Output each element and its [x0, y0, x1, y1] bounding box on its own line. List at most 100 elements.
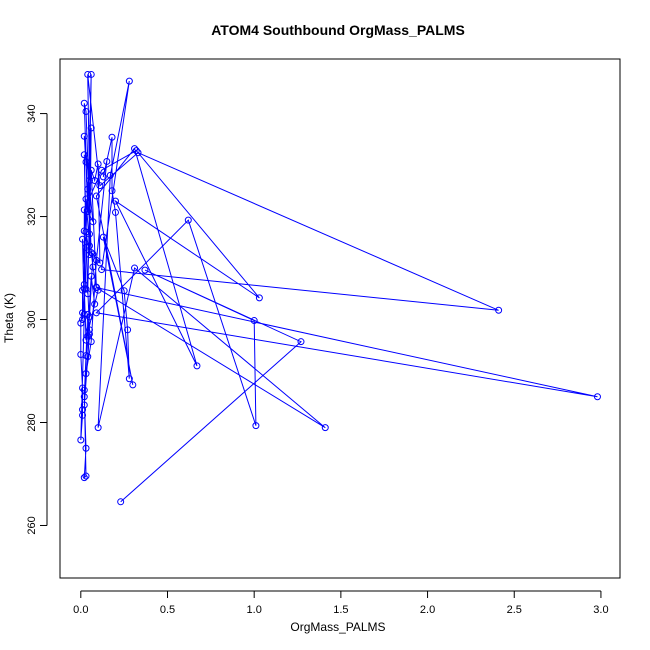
data-point — [89, 263, 97, 271]
data-point — [84, 70, 92, 78]
data-point — [297, 338, 305, 346]
data-point — [82, 370, 90, 378]
data-point — [141, 266, 149, 274]
data-point — [79, 235, 87, 243]
data-point — [593, 393, 601, 401]
data-point — [92, 309, 100, 317]
data-point — [82, 352, 90, 360]
data-point — [117, 498, 125, 506]
data-point — [111, 208, 119, 216]
data-point — [85, 242, 93, 250]
data-point — [82, 158, 90, 166]
data-point — [131, 145, 139, 153]
data-point — [321, 424, 329, 432]
data-point — [79, 411, 87, 419]
data-point — [87, 166, 95, 174]
data-point — [87, 124, 95, 132]
y-tick-label: 340 — [26, 104, 38, 122]
data-point — [108, 187, 116, 195]
data-point — [85, 177, 93, 185]
data-point — [94, 424, 102, 432]
y-tick-label: 300 — [26, 310, 38, 328]
data-point — [106, 171, 114, 179]
data-point — [82, 195, 90, 203]
data-point — [84, 332, 92, 340]
data-point — [108, 133, 116, 141]
data-point — [80, 386, 88, 394]
data-point — [87, 70, 95, 78]
x-tick-label: 3.0 — [593, 604, 608, 616]
data-point — [82, 336, 90, 344]
data-point — [98, 166, 106, 174]
x-tick-label: 0.5 — [160, 604, 175, 616]
x-tick-label: 2.0 — [420, 604, 435, 616]
data-point — [125, 77, 133, 85]
y-axis: 260 280 300 320 340 — [26, 104, 48, 535]
data-point — [120, 287, 128, 295]
data-point — [84, 290, 92, 298]
data-point — [82, 472, 90, 480]
data-point — [99, 173, 107, 181]
data-point — [89, 250, 97, 258]
x-tick-label: 0.0 — [73, 604, 88, 616]
x-tick-label: 2.5 — [507, 604, 522, 616]
data-point — [80, 393, 88, 401]
data-point — [80, 474, 88, 482]
data-point — [184, 216, 192, 224]
data-point — [94, 160, 102, 168]
data-point — [85, 313, 93, 321]
data-point — [82, 228, 90, 236]
data-point — [89, 218, 97, 226]
data-point — [85, 251, 93, 259]
data-point — [79, 316, 87, 324]
data-point — [85, 230, 93, 238]
chart-title: ATOM4 Southbound OrgMass_PALMS — [211, 22, 465, 38]
data-point — [85, 326, 93, 334]
data-point — [80, 285, 88, 293]
data-point — [96, 259, 104, 267]
data-point — [77, 351, 85, 359]
data-point — [252, 422, 260, 430]
data-point — [193, 362, 201, 370]
data-point — [96, 182, 104, 190]
data-point — [134, 149, 142, 157]
data-point — [495, 306, 503, 314]
data-point — [132, 147, 140, 155]
data-point — [98, 266, 106, 274]
data-point — [80, 99, 88, 107]
data-point — [85, 330, 93, 338]
data-point — [77, 319, 85, 327]
data-point — [80, 132, 88, 140]
data-point — [80, 206, 88, 214]
y-tick-label: 260 — [26, 516, 38, 534]
data-point — [103, 157, 111, 165]
y-tick-label: 280 — [26, 413, 38, 431]
x-axis-label: OrgMass_PALMS — [290, 620, 385, 634]
y-axis-label: Theta (K) — [2, 293, 16, 343]
data-point — [87, 272, 95, 280]
data-point — [87, 249, 95, 257]
data-point — [255, 294, 263, 302]
data-point — [80, 401, 88, 409]
series-layer — [77, 70, 601, 506]
data-point — [80, 151, 88, 159]
y-tick-label: 320 — [26, 207, 38, 225]
data-point — [82, 243, 90, 251]
data-point — [77, 436, 85, 444]
data-point — [84, 185, 92, 193]
data-point — [111, 197, 119, 205]
data-point — [82, 444, 90, 452]
data-point — [124, 326, 132, 334]
data-point — [250, 317, 258, 325]
data-point — [79, 286, 87, 294]
data-point — [79, 384, 87, 392]
data-point — [91, 177, 99, 185]
data-point — [82, 108, 90, 116]
data-point — [84, 207, 92, 215]
data-point — [125, 375, 133, 383]
x-tick-label: 1.0 — [247, 604, 262, 616]
data-point — [79, 309, 87, 317]
data-point — [80, 227, 88, 235]
data-point — [91, 300, 99, 308]
